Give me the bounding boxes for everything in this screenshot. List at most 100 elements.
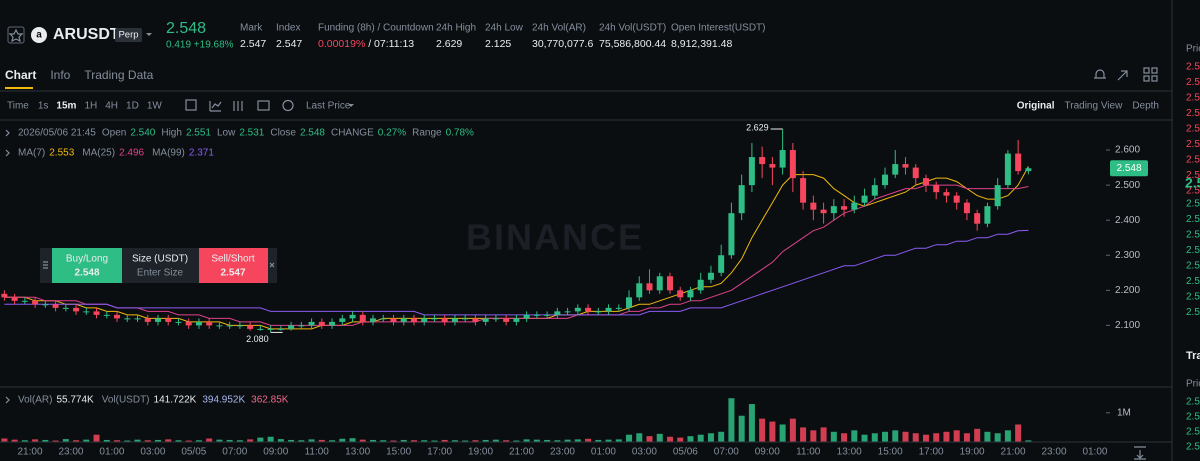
stat-value: 2.629 bbox=[436, 38, 462, 50]
scale-reset-icon[interactable] bbox=[1134, 446, 1146, 460]
volume-bar bbox=[257, 437, 264, 442]
x-tick-label: 13:00 bbox=[345, 447, 370, 458]
candle-body bbox=[370, 318, 377, 322]
candle-body bbox=[175, 321, 182, 323]
price-type-dropdown[interactable] bbox=[348, 104, 354, 107]
candle-body bbox=[195, 321, 202, 326]
ask-price: 2.55 bbox=[1186, 124, 1200, 135]
volume-bar bbox=[247, 439, 254, 442]
volume-bar bbox=[308, 439, 315, 442]
candle-body bbox=[62, 307, 69, 309]
bid-price: 2.54 bbox=[1186, 276, 1200, 287]
x-tick-label: 07:00 bbox=[222, 447, 247, 458]
candle-body bbox=[83, 311, 90, 313]
volume-bar bbox=[492, 439, 499, 442]
layout-icon[interactable] bbox=[1151, 67, 1158, 74]
volume-bar bbox=[288, 439, 295, 442]
candle-body bbox=[257, 328, 264, 330]
interval-button[interactable]: 1H bbox=[84, 101, 97, 112]
buy-button[interactable] bbox=[52, 248, 122, 283]
interval-button[interactable]: 1s bbox=[38, 101, 49, 112]
volume-bar bbox=[892, 430, 899, 442]
volume-bar bbox=[93, 434, 100, 442]
favorite-button[interactable] bbox=[7, 26, 25, 44]
stat-label: Index bbox=[276, 23, 300, 34]
volume-bar bbox=[226, 439, 233, 442]
contract-badge bbox=[115, 28, 142, 42]
view-button[interactable]: Original bbox=[1017, 101, 1055, 112]
trades-title: Trades bbox=[1186, 350, 1200, 362]
volume-bar bbox=[820, 427, 827, 442]
volume-value: 55.774K bbox=[56, 395, 94, 406]
indicator-icon[interactable] bbox=[209, 101, 222, 112]
alert-icon[interactable] bbox=[1094, 69, 1106, 79]
layout-icon[interactable] bbox=[1143, 75, 1150, 82]
x-tick-label: 03:00 bbox=[140, 447, 165, 458]
candle-body bbox=[544, 314, 551, 316]
x-tick-label: 01:00 bbox=[1082, 447, 1107, 458]
candle-body bbox=[943, 192, 950, 196]
price-type[interactable]: Last Price bbox=[306, 101, 351, 112]
symbol-dropdown[interactable] bbox=[146, 33, 152, 36]
layout-icon[interactable] bbox=[1143, 67, 1150, 74]
x-tick-label: 01:00 bbox=[99, 447, 124, 458]
y-tick-label: 2.200 bbox=[1115, 285, 1140, 296]
trades-header: Price bbox=[1186, 379, 1200, 390]
volume-bar bbox=[974, 428, 981, 442]
volume-bar bbox=[52, 440, 59, 442]
candle-body bbox=[462, 318, 469, 320]
drag-handle[interactable] bbox=[43, 261, 48, 269]
volume-bar bbox=[175, 440, 182, 442]
candle-body bbox=[830, 206, 837, 214]
candle-body bbox=[32, 300, 39, 305]
bid-price: 2.54 bbox=[1186, 214, 1200, 225]
volume-bar bbox=[11, 439, 18, 442]
tab[interactable]: Info bbox=[50, 68, 70, 82]
expand-icon[interactable] bbox=[1117, 70, 1128, 81]
tab[interactable]: Chart bbox=[5, 68, 36, 82]
candle-type-icon[interactable] bbox=[233, 101, 243, 111]
interval-button[interactable]: 1D bbox=[126, 101, 139, 112]
candle-body bbox=[974, 213, 981, 224]
interval-button[interactable]: 4H bbox=[105, 101, 118, 112]
tab[interactable]: Trading Data bbox=[84, 68, 153, 82]
template-icon[interactable] bbox=[257, 100, 270, 111]
candle-body bbox=[93, 311, 100, 315]
candle-body bbox=[994, 185, 1001, 207]
volume-bar bbox=[789, 418, 796, 442]
x-tick-label: 01:00 bbox=[591, 447, 616, 458]
orderbook-last: 2.5 bbox=[1185, 175, 1200, 191]
candle-body bbox=[922, 178, 929, 186]
y-tick-label: 2.400 bbox=[1115, 215, 1140, 226]
volume-bar bbox=[73, 440, 80, 442]
volume-bar bbox=[585, 438, 592, 442]
settings-icon[interactable] bbox=[282, 99, 294, 112]
candle-body bbox=[810, 202, 817, 210]
tool-icons bbox=[185, 99, 354, 112]
interval-button[interactable]: 1W bbox=[147, 101, 163, 112]
bid-price: 2.54 bbox=[1186, 230, 1200, 241]
sell-button[interactable] bbox=[199, 248, 268, 283]
symbol[interactable]: ARUSDT bbox=[53, 26, 120, 43]
close-icon[interactable] bbox=[269, 262, 275, 268]
volume-bar bbox=[154, 439, 161, 442]
candle-body bbox=[533, 314, 540, 316]
volume-bar bbox=[441, 439, 448, 442]
volume-bar bbox=[472, 440, 479, 442]
candle-body bbox=[626, 297, 633, 308]
stat-value: 2.547 bbox=[240, 38, 266, 50]
view-button[interactable]: Trading View bbox=[1065, 101, 1124, 112]
interval-button[interactable]: 15m bbox=[56, 101, 76, 112]
size-input[interactable]: Enter Size bbox=[137, 268, 184, 279]
candle-body bbox=[687, 290, 694, 298]
x-tick-label: 17:00 bbox=[919, 447, 944, 458]
calendar-icon[interactable] bbox=[185, 99, 197, 111]
buy-label: Buy/Long bbox=[66, 254, 108, 265]
volume-bar bbox=[21, 440, 28, 442]
sell-price: 2.547 bbox=[220, 268, 245, 279]
view-button[interactable]: Depth bbox=[1132, 101, 1159, 112]
layout-icon[interactable] bbox=[1151, 75, 1158, 82]
candle-body bbox=[513, 318, 520, 322]
stat-label: Mark bbox=[240, 23, 263, 34]
